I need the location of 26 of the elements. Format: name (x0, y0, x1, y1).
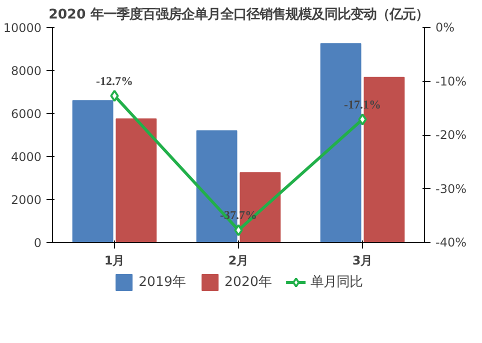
y-tick-label: 6000 (10, 107, 42, 121)
bar (72, 100, 114, 242)
y-tick-label: 2000 (10, 193, 42, 207)
data-label: -12.7% (96, 74, 133, 88)
y-tick-label: 0 (34, 236, 42, 250)
data-label: -37.7% (220, 208, 257, 222)
data-label: -17.1% (344, 97, 381, 112)
point (110, 90, 119, 102)
x-tick-label: 1月 (104, 254, 125, 268)
point (358, 113, 367, 126)
y2-tick-label: 0% (436, 20, 455, 34)
legend-label: 单月同比 (310, 274, 362, 291)
legend-label: 2019年 (138, 274, 186, 291)
y-tick-label: 8000 (10, 64, 42, 78)
x-tick-label: 2月 (228, 254, 249, 268)
y-tick-label: 10000 (3, 21, 42, 35)
chart-title: 2020 年一季度百强房企单月全口径销售规模及同比变动（亿元） (48, 6, 428, 22)
point (234, 224, 243, 236)
x-tick-label: 3月 (352, 254, 373, 268)
y2-tick-label: -30% (436, 182, 467, 196)
y2-tick-label: -10% (436, 74, 467, 88)
bar (116, 118, 157, 242)
y2-tick-label: -20% (436, 128, 467, 142)
legend-label: 2020年 (224, 274, 272, 291)
y2-tick-label: -40% (436, 236, 467, 250)
y-tick-label: 4000 (10, 150, 42, 164)
